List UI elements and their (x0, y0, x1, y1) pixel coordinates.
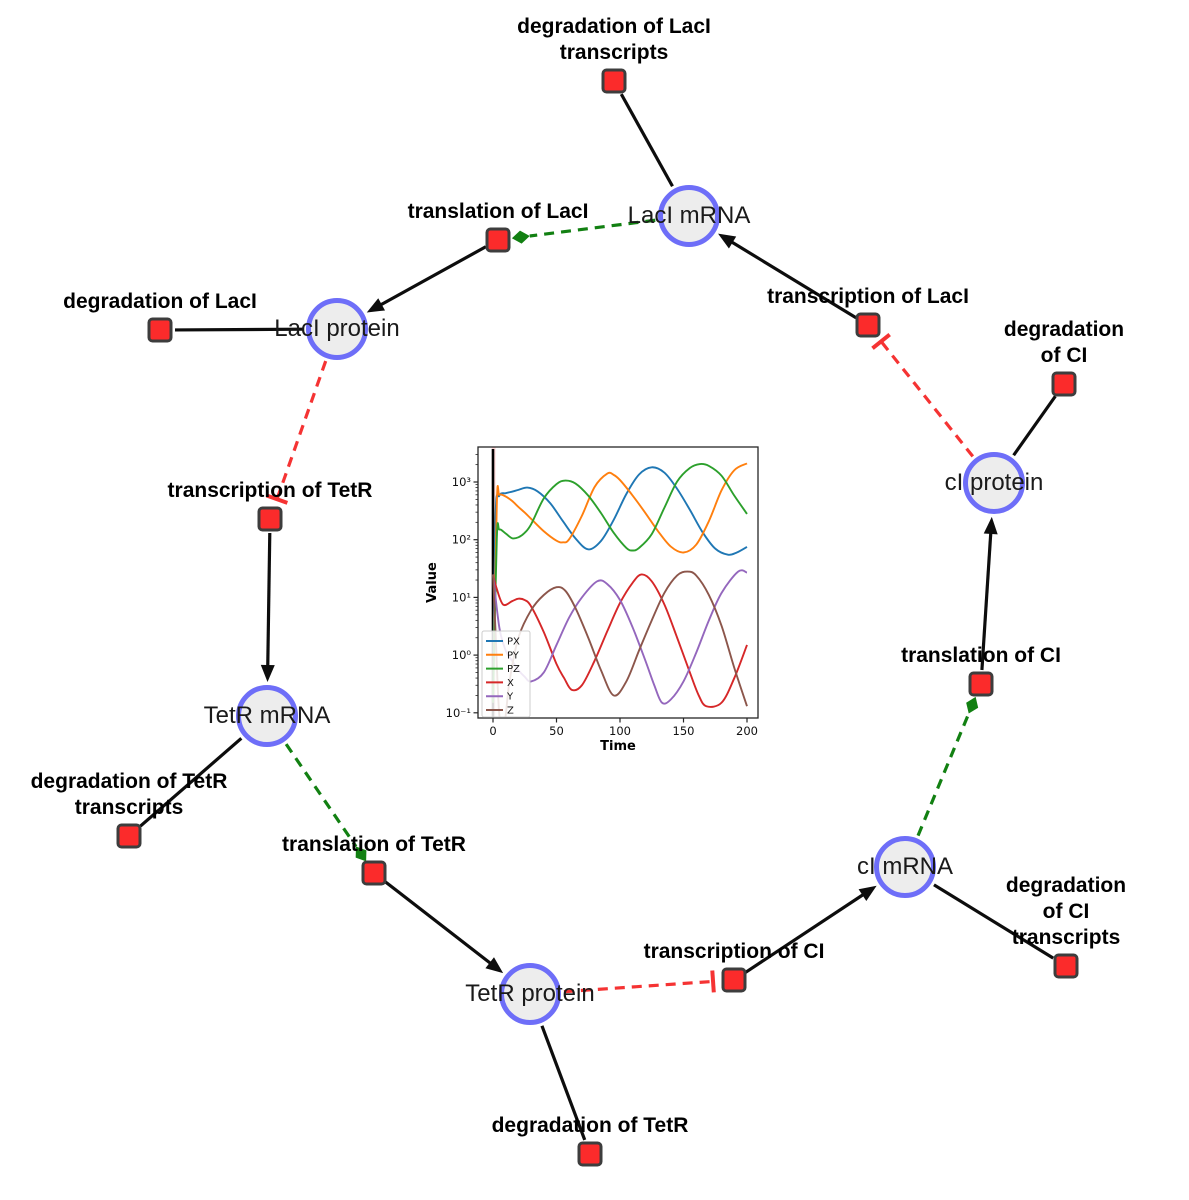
series-Z (492, 570, 748, 718)
translation-of-lacI-label: translation of LacI (407, 200, 589, 223)
edge-lacI-protein-to-transcription-of-tetR (265, 360, 328, 505)
lacI-protein-label: LacI protein (274, 315, 400, 342)
series-PZ (492, 462, 748, 703)
transcription-of-tetR-label: transcription of TetR (167, 479, 373, 502)
legend-entry-label: PY (507, 650, 520, 661)
degradation-of-tetR-label: degradation of TetR (491, 1114, 689, 1137)
degradation-of-lacI-node[interactable] (147, 317, 173, 343)
edge-lacI-protein-to-degradation-of-lacI (174, 327, 304, 332)
edge-lacI-mRNA-to-degradation-of-lacI-transcripts (619, 93, 674, 188)
edge-tetR-mRNA-to-degradation-of-tetR-transcripts (139, 737, 243, 828)
degradation-of-cI-label: degradation of CI (1003, 318, 1125, 367)
chart-canvas: 0 50 100 150 20010⁻¹10⁰10¹10²10³TimeValuePXP… (425, 446, 759, 754)
cI-mRNA-label: cI mRNA (857, 853, 953, 880)
edge-translation-of-cI-to-cI-protein (980, 516, 998, 671)
tetR-protein-label: TetR protein (465, 980, 595, 1007)
edge-cI-mRNA-to-degradation-of-cI-transcripts (933, 883, 1055, 960)
transcription-of-cI-label: transcription of CI (643, 940, 825, 963)
y-tick-label: 10² (452, 533, 471, 547)
x-tick-label: 50 (549, 724, 564, 738)
edge-cI-mRNA-to-translation-of-cI (916, 696, 979, 837)
degradation-of-cI-node[interactable] (1051, 371, 1077, 397)
edge-tetR-protein-to-degradation-of-tetR (540, 1025, 587, 1141)
x-axis-label: Time (600, 739, 636, 754)
y-tick-label: 10¹ (452, 590, 471, 604)
series-Y (492, 569, 748, 705)
degradation-of-tetR-transcripts-node[interactable] (116, 823, 142, 849)
y-tick-label: 10⁰ (452, 648, 472, 662)
translation-of-tetR-label: translation of TetR (282, 833, 466, 856)
edge-translation-of-lacI-to-lacI-protein (366, 245, 487, 313)
lacI-protein-node[interactable] (306, 298, 368, 360)
degradation-of-lacI-transcripts-node[interactable] (601, 68, 627, 94)
timecourse-inset-chart: 0 50 100 150 200 10⁻¹ 10⁰ 10¹ 10² 10³ Time Value PX P… (425, 435, 770, 765)
edge-lacI-mRNA-to-translation-of-lacI (511, 218, 656, 244)
edge-cI-protein-to-transcription-of-lacI (871, 332, 975, 458)
legend-entry-label: PZ (507, 664, 520, 675)
degradation-of-tetR-node[interactable] (577, 1141, 603, 1167)
x-tick-label: 200 (736, 724, 758, 738)
translation-of-lacI-node[interactable] (485, 227, 511, 253)
series-PX (492, 466, 748, 703)
degradation-of-cI-transcripts-label: degradation of CI transcripts (1005, 874, 1127, 949)
edge-cI-protein-to-degradation-of-cI (1012, 395, 1057, 457)
tetR-mRNA-node[interactable] (236, 685, 298, 747)
degradation-of-lacI-label: degradation of LacI (63, 290, 257, 313)
edge-translation-of-tetR-to-tetR-protein (384, 880, 504, 974)
lacI-mRNA-node[interactable] (658, 185, 720, 247)
x-tick-label: 0 (489, 724, 496, 738)
y-tick-label: 10⁻¹ (446, 706, 471, 720)
series-X (492, 573, 748, 708)
edge-tetR-protein-to-transcription-of-cI (563, 970, 716, 994)
translation-of-cI-node[interactable] (968, 671, 994, 697)
chart-series (492, 462, 748, 718)
cI-protein-label: cI protein (944, 469, 1044, 496)
lacI-mRNA-label: LacI mRNA (627, 202, 751, 229)
y-axis-label: Value (425, 562, 440, 603)
legend-entry-label: Y (506, 692, 514, 703)
edge-transcription-of-lacI-to-lacI-mRNA (718, 233, 857, 320)
x-tick-label: 150 (673, 724, 695, 738)
cI-mRNA-node[interactable] (874, 836, 936, 898)
chart-legend: PX PY PZ XYZ (481, 630, 531, 718)
legend-entry-label: PX (507, 637, 520, 648)
legend-entry-label: X (507, 678, 514, 689)
transcription-of-cI-node[interactable] (721, 967, 747, 993)
tetR-mRNA-label: TetR mRNA (203, 702, 331, 729)
cI-protein-node[interactable] (963, 452, 1025, 514)
transcription-of-lacI-node[interactable] (855, 312, 881, 338)
series-PY (492, 462, 748, 703)
transcription-of-lacI-label: transcription of LacI (767, 285, 969, 308)
degradation-of-cI-transcripts-node[interactable] (1053, 953, 1079, 979)
degradation-of-tetR-transcripts-label: degradation of TetR transcripts (30, 770, 228, 819)
edge-tetR-mRNA-to-translation-of-tetR (284, 743, 367, 862)
edge-transcription-of-tetR-to-tetR-mRNA (260, 532, 275, 683)
tetR-protein-node[interactable] (499, 963, 561, 1025)
edge-transcription-of-cI-to-cI-mRNA (744, 885, 877, 974)
y-tick-label: 10³ (452, 475, 472, 489)
transcription-of-tetR-node[interactable] (257, 506, 283, 532)
legend-entry-label: Z (507, 706, 514, 717)
translation-of-cI-label: translation of CI (901, 644, 1061, 667)
x-tick-label: 100 (609, 724, 631, 738)
degradation-of-lacI-transcripts-label: degradation of LacI transcripts (517, 15, 711, 64)
translation-of-tetR-node[interactable] (361, 860, 387, 886)
